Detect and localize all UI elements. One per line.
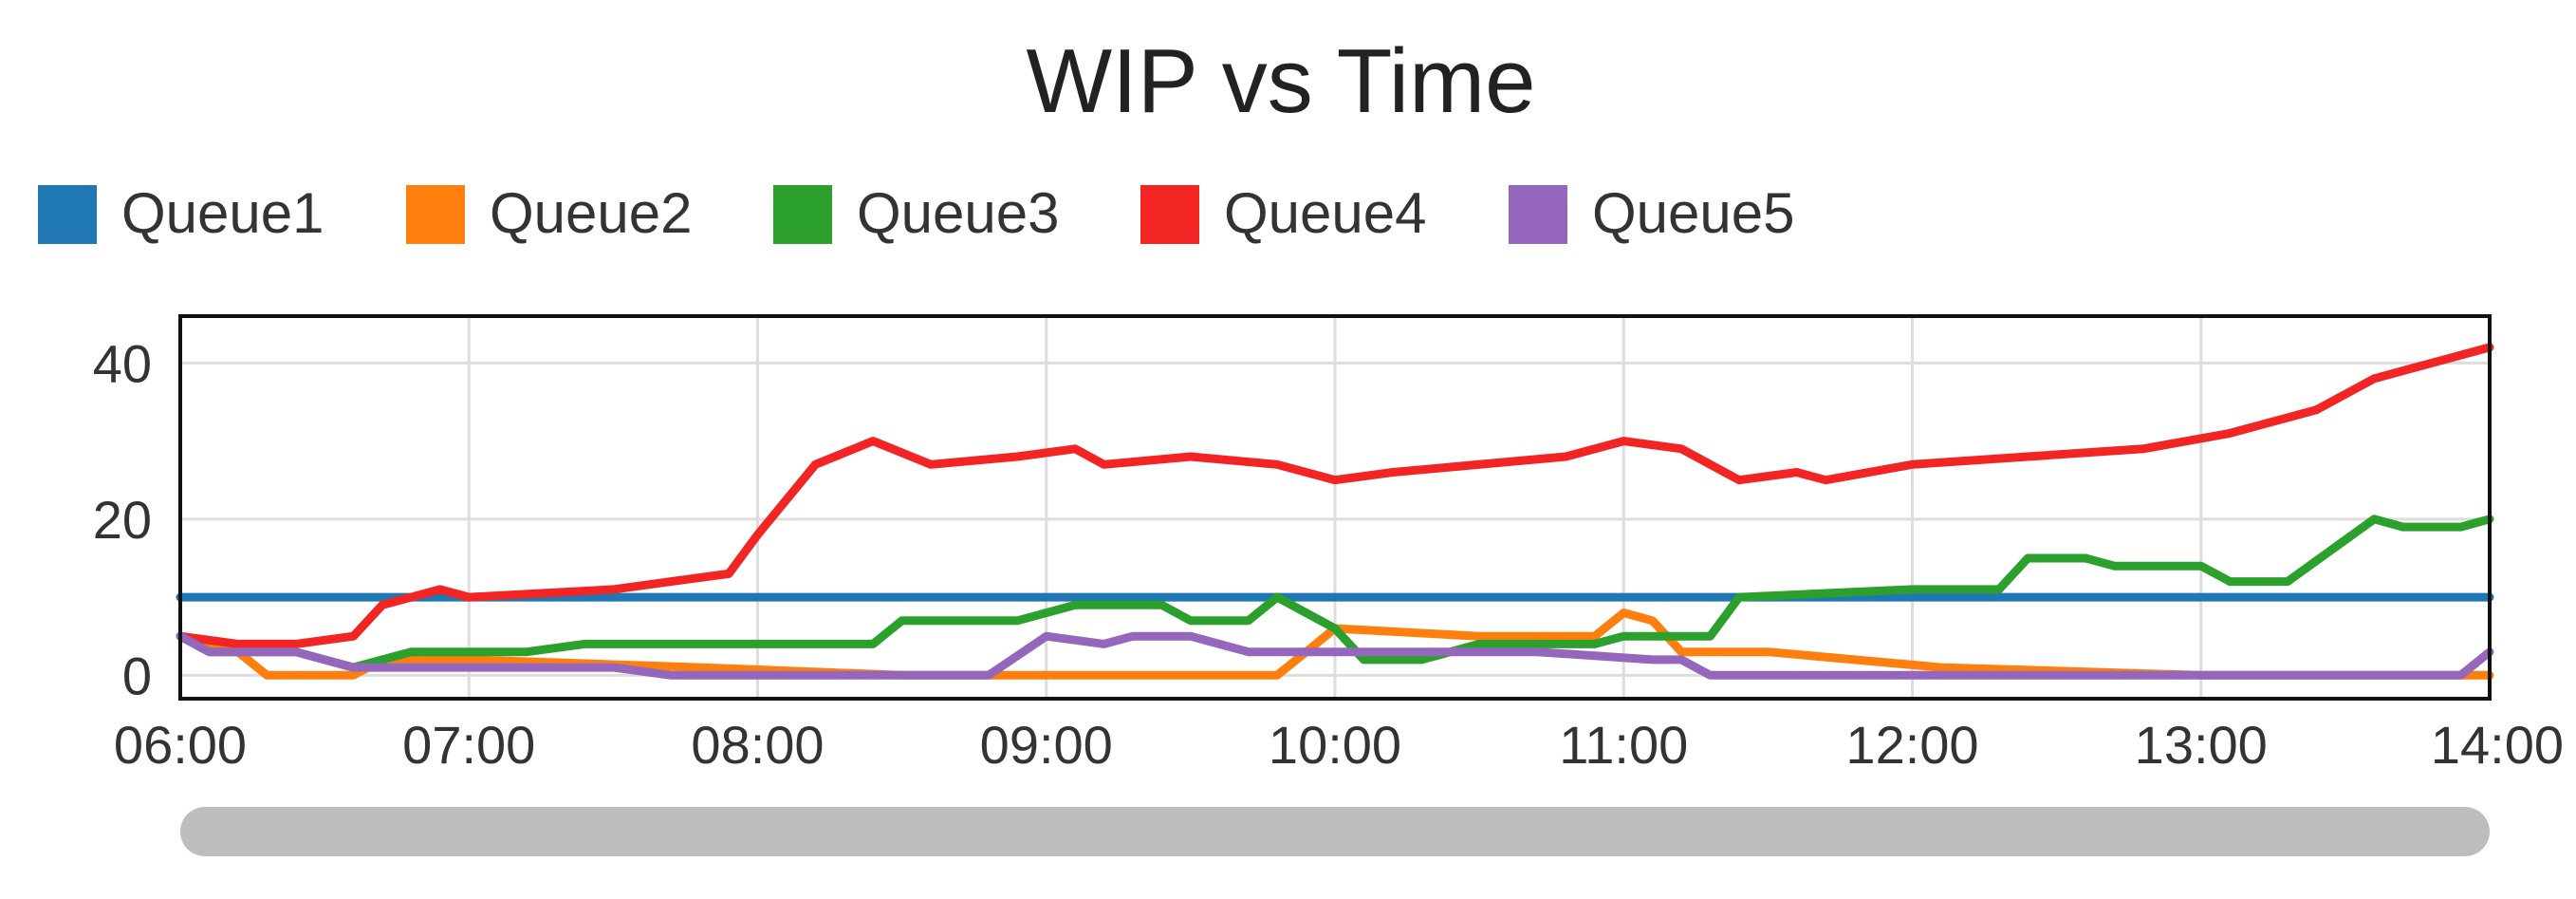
horizontal-scrollbar[interactable] [180, 807, 2490, 856]
grid-lines [178, 316, 2492, 699]
legend: Queue1 Queue2 Queue3 Queue4 Queue5 [38, 181, 1795, 245]
x-tick-label: 12:00 [1845, 715, 1978, 775]
plot-frame [178, 314, 2492, 701]
series-line-queue3 [176, 515, 2494, 672]
legend-item-queue4[interactable]: Queue4 [1140, 181, 1427, 245]
y-tick-label: 40 [93, 333, 152, 393]
x-tick-label: 06:00 [114, 715, 247, 775]
legend-label: Queue1 [121, 181, 324, 245]
legend-item-queue2[interactable]: Queue2 [406, 181, 693, 245]
x-tick-label: 09:00 [980, 715, 1113, 775]
legend-swatch [1140, 185, 1199, 244]
legend-label: Queue5 [1592, 181, 1795, 245]
legend-item-queue5[interactable]: Queue5 [1509, 181, 1795, 245]
legend-label: Queue2 [490, 181, 693, 245]
legend-item-queue1[interactable]: Queue1 [38, 181, 324, 245]
x-tick-label: 10:00 [1269, 715, 1401, 775]
y-tick-label: 0 [122, 646, 152, 705]
x-tick-label: 07:00 [402, 715, 535, 775]
y-tick-label: 20 [93, 490, 152, 550]
series-lines [176, 343, 2494, 680]
legend-item-queue3[interactable]: Queue3 [773, 181, 1060, 245]
chart-title: WIP vs Time [1027, 30, 1536, 132]
series-line-queue4 [176, 343, 2494, 648]
y-axis-ticks: 0 20 40 [93, 333, 152, 705]
legend-label: Queue3 [857, 181, 1060, 245]
series-line-queue5 [176, 631, 2494, 680]
x-tick-label: 14:00 [2431, 715, 2564, 775]
legend-swatch [406, 185, 465, 244]
legend-label: Queue4 [1224, 181, 1427, 245]
x-tick-label: 11:00 [1559, 715, 1688, 775]
legend-swatch [773, 185, 832, 244]
x-axis-ticks: 06:00 07:00 08:00 09:00 10:00 11:00 12:00 13:00… [114, 715, 2564, 775]
x-tick-label: 08:00 [691, 715, 824, 775]
x-tick-label: 13:00 [2135, 715, 2268, 775]
legend-swatch [1509, 185, 1567, 244]
legend-swatch [38, 185, 97, 244]
